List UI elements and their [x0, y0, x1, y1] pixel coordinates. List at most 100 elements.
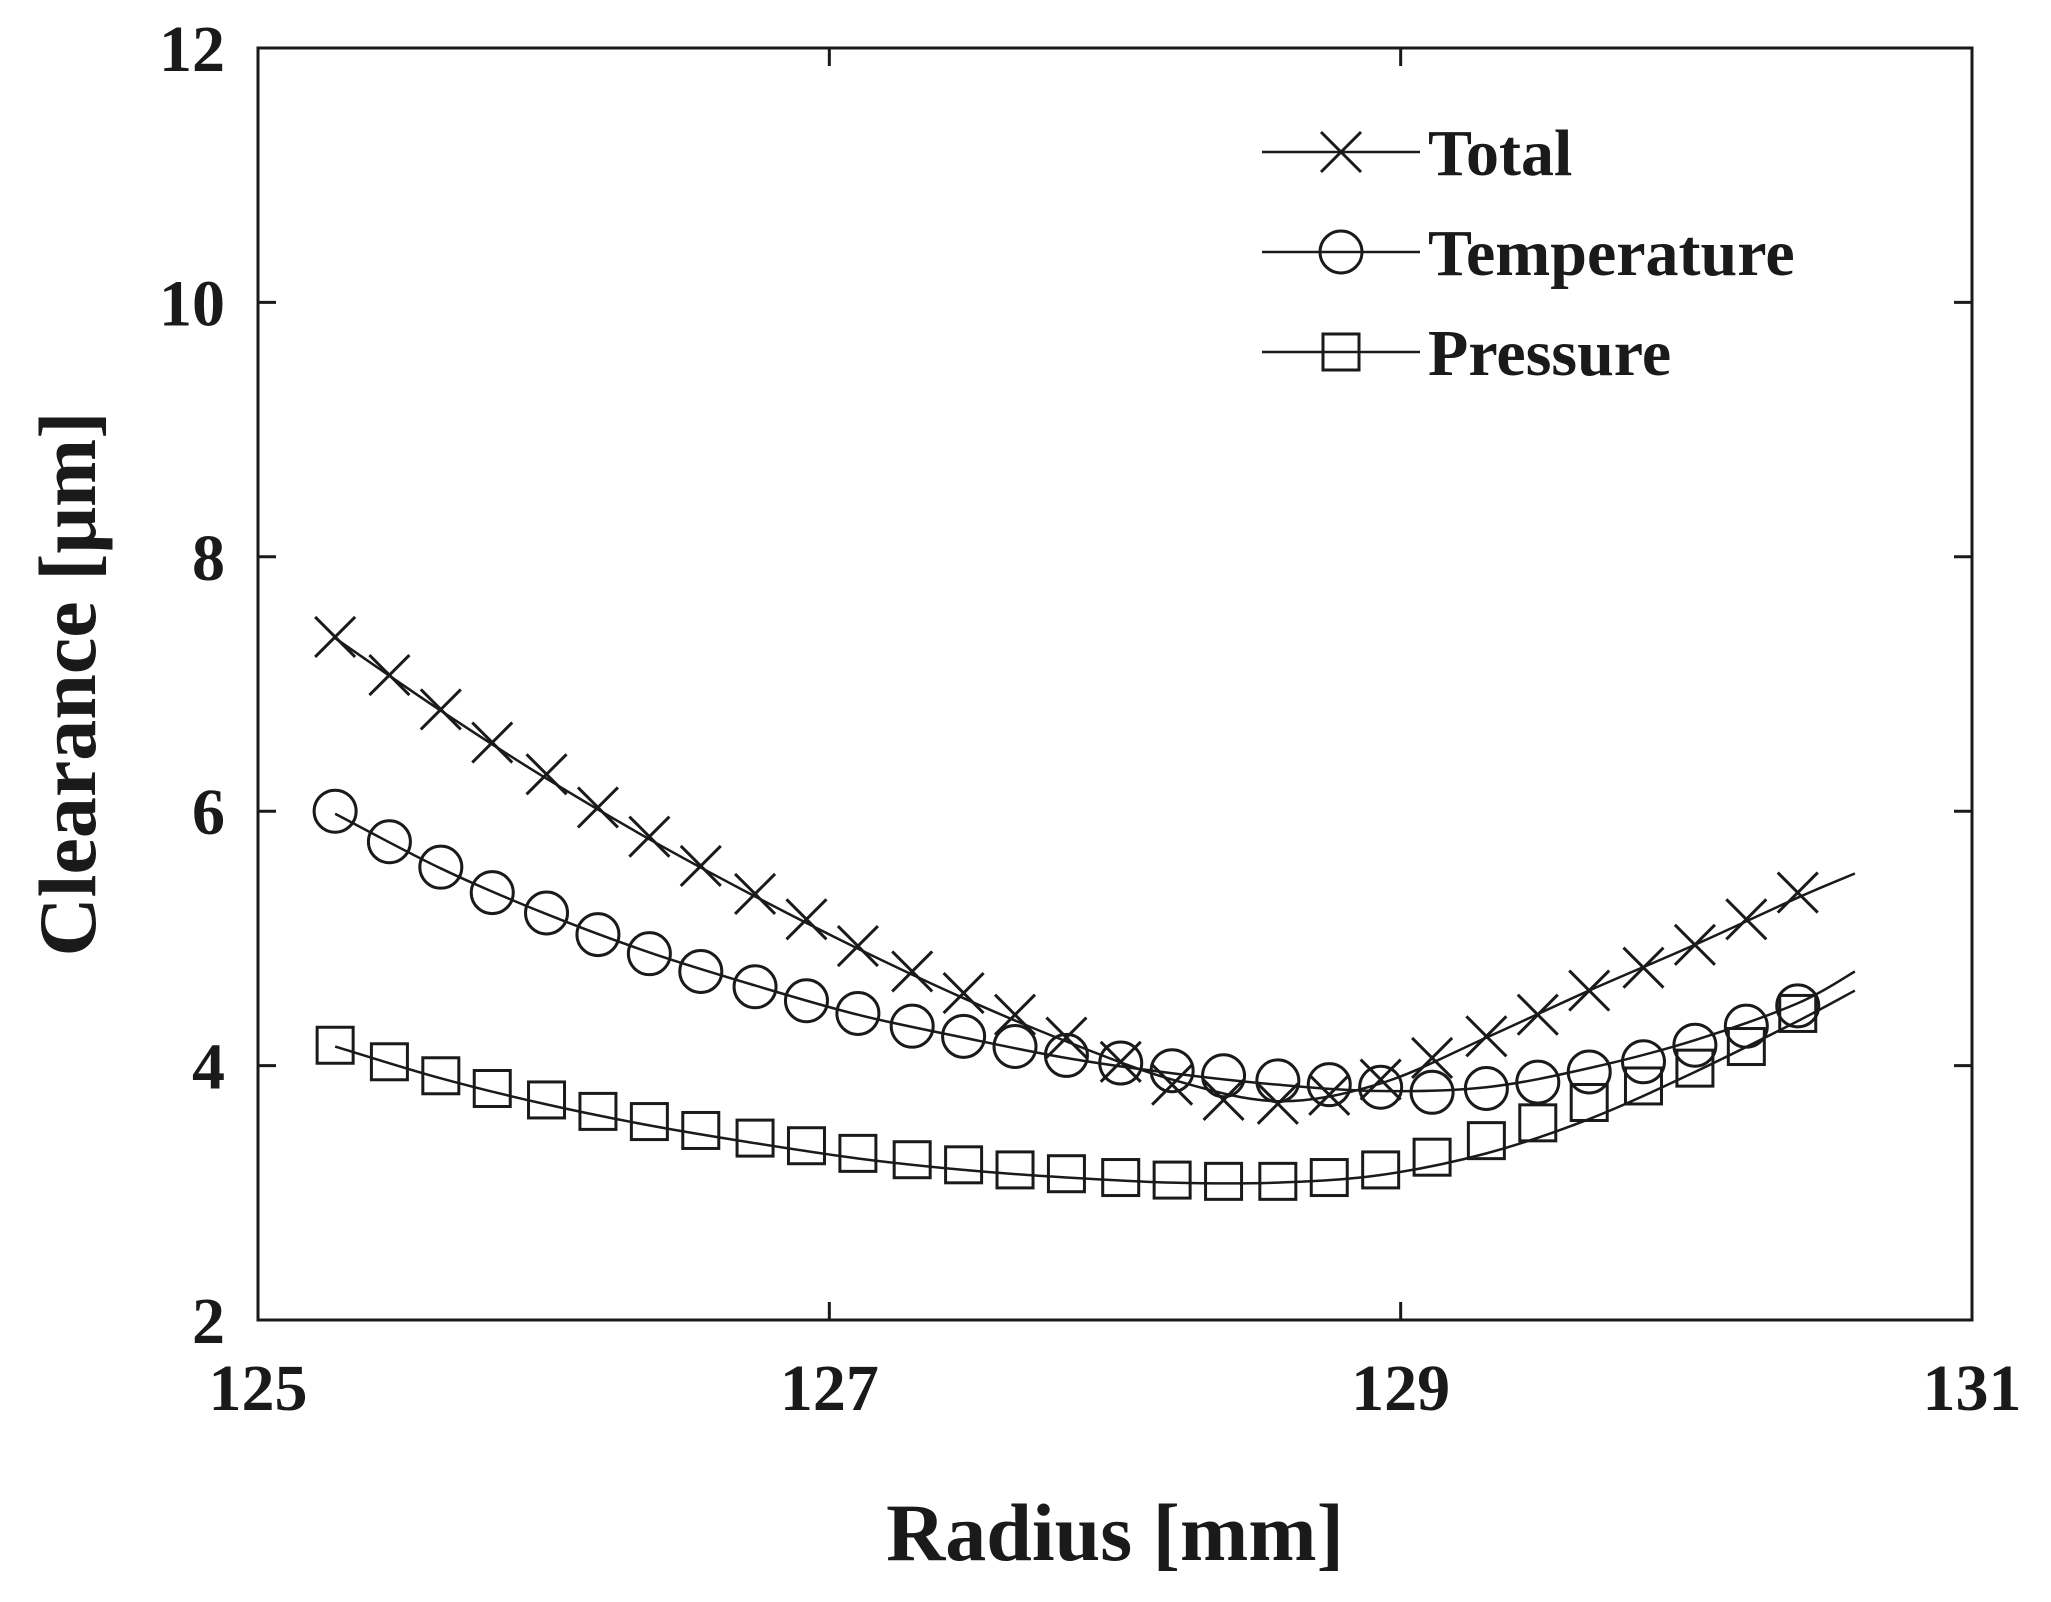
legend-label-temperature: Temperature	[1428, 217, 1795, 290]
data-point-total	[1465, 1015, 1508, 1058]
data-point-temperature	[732, 964, 778, 1010]
y-tick-label: 8	[192, 522, 225, 595]
data-point-total	[419, 688, 462, 731]
legend: Total Temperature Pressure	[1262, 117, 1795, 390]
data-point-temperature	[1358, 1064, 1404, 1110]
data-point-total	[1673, 923, 1716, 966]
plot-area	[312, 615, 1856, 1201]
data-point-total	[1045, 1016, 1088, 1059]
legend-item-total: Total	[1262, 117, 1572, 190]
x-tick-label: 129	[1351, 1352, 1450, 1425]
data-point-temperature	[626, 931, 672, 977]
data-point-temperature	[1043, 1032, 1089, 1078]
data-point-pressure	[1309, 1158, 1349, 1198]
data-point-pressure	[629, 1102, 669, 1142]
data-point-total	[525, 753, 568, 796]
data-point-pressure	[1046, 1154, 1086, 1194]
y-tick-label: 6	[192, 776, 225, 849]
data-point-total	[679, 844, 722, 887]
data-point-total	[1622, 946, 1665, 989]
data-point-temperature	[1149, 1048, 1195, 1094]
data-point-total	[836, 924, 879, 968]
x-axis-title: Radius [mm]	[886, 1487, 1344, 1578]
data-point-temperature	[1306, 1062, 1352, 1108]
data-point-pressure	[1258, 1161, 1298, 1201]
data-point-pressure	[1412, 1137, 1452, 1177]
data-point-pressure	[421, 1056, 461, 1096]
data-point-total	[1776, 871, 1819, 914]
data-point-pressure	[786, 1126, 826, 1166]
x-tick-label: 131	[1923, 1352, 2022, 1425]
data-point-total	[471, 721, 514, 764]
data-point-pressure	[735, 1118, 775, 1158]
data-point-temperature	[1775, 983, 1821, 1029]
data-point-total	[576, 786, 620, 829]
data-point-temperature	[783, 978, 829, 1024]
data-point-pressure	[1675, 1048, 1715, 1088]
data-point-temperature	[992, 1024, 1038, 1070]
data-point-temperature	[835, 990, 881, 1036]
data-point-temperature	[1515, 1059, 1561, 1105]
data-point-temperature	[469, 870, 515, 916]
plot-frame	[256, 46, 1974, 1322]
legend-item-temperature: Temperature	[1262, 217, 1795, 290]
data-point-pressure	[944, 1145, 984, 1185]
data-point-temperature	[575, 912, 621, 958]
data-point-pressure	[1518, 1103, 1558, 1143]
legend-marker-pressure	[1321, 332, 1361, 372]
data-point-total	[1725, 898, 1768, 941]
y-axis-title: Clearance [μm]	[22, 411, 113, 956]
legend-item-pressure: Pressure	[1262, 317, 1671, 390]
data-point-temperature	[1255, 1058, 1301, 1104]
series-line-temperature	[334, 812, 1856, 1093]
data-point-total	[1308, 1073, 1351, 1116]
y-tick-label: 12	[159, 13, 225, 86]
data-point-total	[314, 615, 357, 658]
data-point-temperature	[418, 844, 464, 890]
y-tick-label: 4	[192, 1031, 225, 1104]
data-point-total	[1256, 1082, 1299, 1125]
data-point-temperature	[678, 948, 724, 994]
data-point-temperature	[1463, 1065, 1509, 1111]
data-point-total	[1516, 993, 1559, 1036]
data-point-pressure	[527, 1080, 567, 1120]
data-point-temperature	[941, 1013, 987, 1059]
legend-marker-total	[1319, 130, 1363, 174]
legend-label-pressure: Pressure	[1428, 317, 1671, 390]
data-point-pressure	[315, 1025, 355, 1065]
data-point-pressure	[892, 1140, 932, 1180]
data-point-pressure	[1726, 1027, 1766, 1067]
data-point-total	[993, 993, 1037, 1036]
data-point-pressure	[369, 1042, 409, 1082]
data-point-temperature	[1098, 1040, 1144, 1086]
data-point-pressure	[1204, 1161, 1244, 1201]
data-point-total	[628, 815, 671, 858]
data-point-pressure	[1623, 1066, 1663, 1106]
data-point-total	[891, 950, 934, 993]
data-point-temperature	[1409, 1069, 1455, 1115]
data-point-total	[733, 872, 777, 915]
data-point-temperature	[366, 819, 412, 865]
data-point-pressure	[681, 1110, 721, 1150]
data-point-temperature	[1620, 1039, 1666, 1085]
data-point-pressure	[1466, 1121, 1506, 1161]
data-point-temperature	[889, 1003, 935, 1049]
data-point-total	[1411, 1036, 1454, 1080]
data-point-total	[368, 654, 411, 697]
data-point-pressure	[578, 1091, 618, 1131]
x-tick-label: 127	[780, 1352, 879, 1425]
data-point-total	[1202, 1078, 1245, 1122]
legend-marker-temperature	[1318, 229, 1364, 275]
data-point-pressure	[838, 1133, 878, 1173]
data-point-pressure	[1101, 1158, 1141, 1198]
legend-label-total: Total	[1428, 117, 1572, 190]
data-point-temperature	[1672, 1022, 1718, 1068]
data-point-total	[785, 898, 828, 941]
data-point-temperature	[1201, 1053, 1247, 1099]
data-point-temperature	[1566, 1049, 1612, 1095]
data-point-pressure	[1361, 1150, 1401, 1190]
data-point-pressure	[1152, 1160, 1192, 1200]
data-point-pressure	[995, 1150, 1035, 1190]
